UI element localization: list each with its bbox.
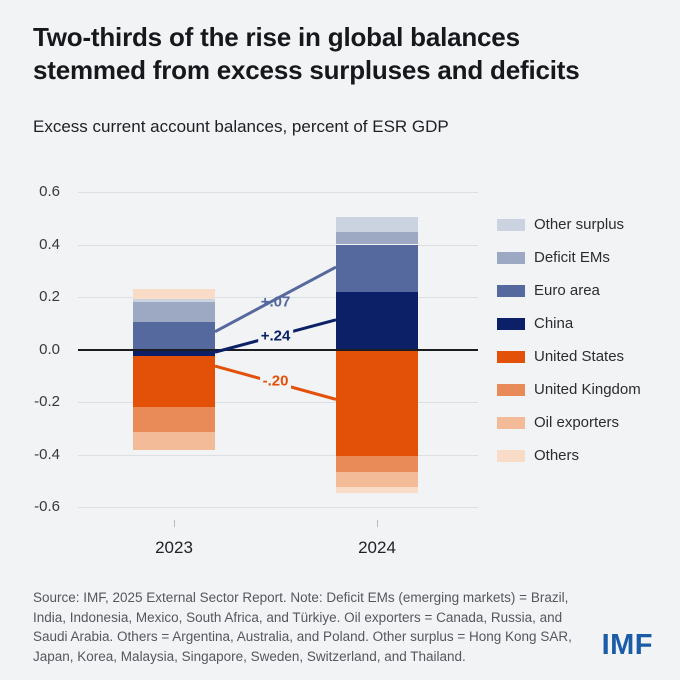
legend-label: Oil exporters <box>534 414 620 431</box>
gridline <box>78 402 478 403</box>
legend-label: United States <box>534 348 625 365</box>
annotation-label-united-states: -.20 <box>259 372 292 390</box>
legend-label: Others <box>534 447 580 464</box>
gridline <box>78 507 478 508</box>
bar-segment-others <box>133 289 215 300</box>
legend-label: Deficit EMs <box>534 249 610 266</box>
legend-swatch <box>497 317 525 330</box>
zero-axis-line <box>78 348 478 351</box>
legend-item-other-surplus: Other surplus <box>497 208 641 241</box>
y-axis-tick-label: 0.4 <box>39 235 60 253</box>
annotation-label-euro-area: +.07 <box>260 293 291 311</box>
legend-item-deficit-ems: Deficit EMs <box>497 241 641 274</box>
source-note: Source: IMF, 2025 External Sector Report… <box>33 590 572 664</box>
legend-item-others: Others <box>497 439 641 472</box>
chart-title-line1: Two-thirds of the rise in global balance… <box>33 22 520 52</box>
gridline <box>78 454 478 456</box>
x-axis-label-2023: 2023 <box>155 538 193 557</box>
bar-segment-united-states <box>336 349 418 456</box>
x-axis-tick <box>174 520 175 527</box>
gridline <box>78 192 478 193</box>
bar-segment-china <box>336 291 418 350</box>
imf-logo: IMF <box>601 629 653 661</box>
bar-segment-deficit-ems <box>133 302 215 322</box>
legend-item-china: China <box>497 307 641 340</box>
legend-swatch <box>497 218 525 231</box>
annotation-label-china: +.24 <box>257 327 294 345</box>
legend-swatch <box>497 251 525 264</box>
bar-segment-deficit-ems <box>336 232 418 245</box>
bar-segment-others <box>336 487 418 494</box>
bar-segment-other-surplus <box>336 217 418 233</box>
bar-segment-euro-area <box>336 244 418 292</box>
y-axis-tick-label: 0.6 <box>39 183 60 200</box>
legend-label: Euro area <box>534 282 600 299</box>
legend-item-united-states: United States <box>497 340 641 373</box>
chart-title-line2: stemmed from excess surpluses and defici… <box>33 55 580 85</box>
legend-swatch <box>497 350 525 363</box>
y-axis-tick-label: 0.0 <box>39 340 60 358</box>
y-axis-tick-label: -0.6 <box>34 498 60 515</box>
chart-subtitle: Excess current account balances, percent… <box>33 117 449 136</box>
chart-title: Two-thirds of the rise in global balance… <box>33 21 580 87</box>
legend-item-united-kingdom: United Kingdom <box>497 373 641 406</box>
legend-label: China <box>534 315 574 332</box>
gridline <box>78 244 478 246</box>
x-axis-label-2024: 2024 <box>358 538 396 557</box>
x-axis-tick <box>377 520 378 527</box>
bar-segment-united-states <box>133 356 215 408</box>
bar-segment-china <box>133 349 215 357</box>
legend-label: Other surplus <box>534 216 625 233</box>
legend-item-euro-area: Euro area <box>497 274 641 307</box>
legend-swatch <box>497 284 525 297</box>
y-axis-tick-label: -0.2 <box>34 393 60 410</box>
y-axis-tick-label: -0.4 <box>34 445 60 463</box>
legend-item-oil-exporters: Oil exporters <box>497 406 641 439</box>
legend: Other surplus Deficit EMs Euro area China Un… <box>497 208 641 472</box>
bar-segment-oil-exporters <box>336 472 418 488</box>
legend-swatch <box>497 383 525 396</box>
y-axis-tick-label: 0.2 <box>39 288 60 305</box>
bar-segment-united-kingdom <box>336 455 418 473</box>
legend-swatch <box>497 449 525 462</box>
bar-segment-other-surplus <box>133 299 215 303</box>
bar-segment-united-kingdom <box>133 407 215 433</box>
bar-segment-oil-exporters <box>133 432 215 451</box>
legend-label: United Kingdom <box>534 381 641 398</box>
bar-segment-euro-area <box>133 321 215 350</box>
legend-swatch <box>497 416 525 429</box>
annotation-line-euro-area <box>214 265 337 333</box>
